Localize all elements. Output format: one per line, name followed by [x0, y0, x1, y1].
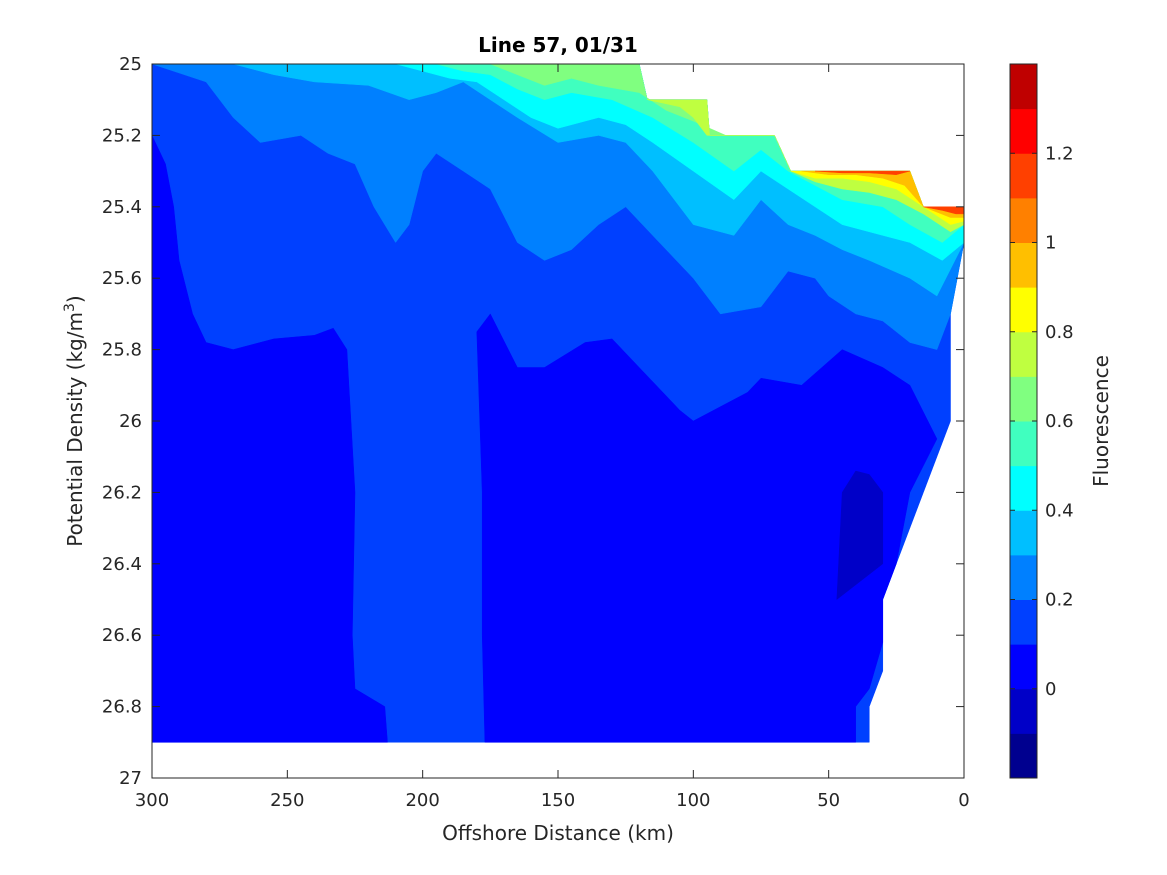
y-tick-label: 25 [119, 54, 142, 75]
colorbar-segment [1010, 64, 1037, 110]
colorbar-segment [1010, 465, 1037, 511]
colorbar-tick-label: 0.4 [1045, 500, 1074, 521]
y-axis-label: Potential Density (kg/m3) [62, 295, 87, 546]
y-axis: 25 25.2 25.4 25.6 25.8 26 26.2 26.4 26.6 26.8 27 [102, 54, 964, 789]
x-tick-label: 200 [405, 790, 439, 811]
colorbar-segment [1010, 644, 1037, 690]
y-tick-label: 25.2 [102, 125, 142, 146]
contour-region-3 [836, 470, 884, 601]
y-tick-label: 26.6 [102, 625, 142, 646]
colorbar-segment [1010, 331, 1037, 377]
colorbar-label: Fluorescence [1089, 355, 1113, 487]
y-tick-label: 25.6 [102, 268, 142, 289]
x-tick-label: 250 [270, 790, 304, 811]
contour-region-12 [815, 170, 910, 175]
x-tick-label: 0 [958, 790, 969, 811]
contour-region-1 [152, 135, 388, 743]
contour-region-9 [647, 99, 964, 233]
x-axis: 300 250 200 150 100 50 0 [135, 64, 970, 811]
colorbar-tick-label: 0.6 [1045, 411, 1074, 432]
x-tick-label: 300 [135, 790, 169, 811]
colorbar-segment [1010, 599, 1037, 645]
colorbar-segment [1010, 510, 1037, 556]
x-tick-label: 100 [676, 790, 710, 811]
y-tick-label: 26 [119, 411, 142, 432]
colorbar-segment [1010, 153, 1037, 199]
colorbar-tick-label: 0 [1045, 679, 1056, 700]
colorbar-segment [1010, 733, 1037, 779]
colorbar-tick-label: 1 [1045, 233, 1056, 254]
y-tick-label: 26.2 [102, 482, 142, 503]
colorbar-segment [1010, 197, 1037, 243]
y-tick-label: 26.4 [102, 554, 142, 575]
colorbar-tick-label: 0.2 [1045, 590, 1074, 611]
plot-area: 300 250 200 150 100 50 0 2525.225.425.625.8262… [102, 54, 970, 811]
contour-regions [152, 64, 964, 743]
colorbar-segment [1010, 287, 1037, 333]
contour-region-11 [801, 170, 964, 218]
chart-title: Line 57, 01/31 [478, 33, 638, 57]
colorbar-tick-label: 0.8 [1045, 322, 1074, 343]
colorbar-segment [1010, 108, 1037, 154]
y-tick-label: 25.4 [102, 197, 142, 218]
y-tick-label: 25.8 [102, 340, 142, 361]
x-axis-label: Offshore Distance (km) [442, 821, 674, 845]
contour-region-2 [476, 313, 938, 743]
colorbar: 0 0.2 0.4 0.6 0.8 1 1.2 [1009, 63, 1074, 779]
x-tick-label: 50 [817, 790, 840, 811]
colorbar-segment [1010, 376, 1037, 422]
colorbar-segment [1010, 242, 1037, 288]
colorbar-segment [1010, 421, 1037, 467]
x-tick-label: 150 [541, 790, 575, 811]
colorbar-segment [1010, 688, 1037, 734]
colorbar-segment [1010, 554, 1037, 600]
y-tick-label: 27 [119, 768, 142, 789]
colorbar-tick-label: 1.2 [1045, 143, 1074, 164]
y-tick-label: 26.8 [102, 697, 142, 718]
